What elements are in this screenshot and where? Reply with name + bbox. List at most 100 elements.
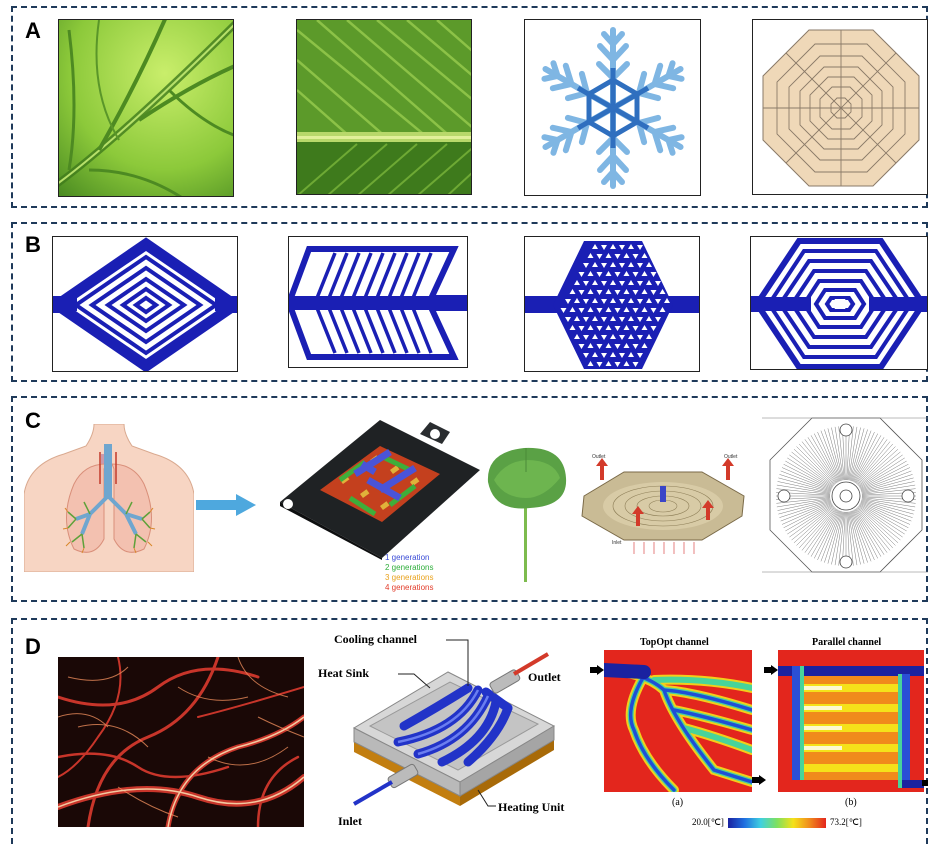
topopt-title: TopOpt channel bbox=[640, 637, 709, 648]
radial-channel-line bbox=[851, 510, 872, 562]
radial-channel-line bbox=[791, 451, 834, 487]
parallel-title: Parallel channel bbox=[812, 637, 882, 648]
inlet-label: Inlet bbox=[612, 540, 622, 546]
lattice-hole bbox=[637, 245, 643, 250]
lattice-hole bbox=[596, 362, 603, 367]
lattice-hole bbox=[565, 299, 571, 304]
lattice-hole bbox=[565, 317, 571, 322]
lattice-hole bbox=[592, 316, 598, 321]
lattice-hole bbox=[632, 290, 639, 295]
radial-channel-line bbox=[791, 505, 834, 541]
lattice-hole bbox=[628, 352, 634, 357]
radial-channel-line bbox=[858, 505, 903, 538]
lattice-hole bbox=[569, 325, 576, 330]
radial-channel-line bbox=[847, 511, 854, 566]
topopt-temperature-map bbox=[604, 650, 752, 792]
lattice-hole bbox=[592, 298, 598, 303]
radial-channel-line bbox=[834, 426, 844, 481]
lattice-hole bbox=[596, 254, 603, 259]
panel-c: C bbox=[11, 396, 928, 602]
lattice-hole bbox=[646, 298, 652, 303]
lattice-hole bbox=[637, 299, 643, 304]
cooling-channel-label: Cooling channel bbox=[334, 632, 418, 646]
banana-leaf-photo bbox=[296, 19, 472, 195]
lattice-hole bbox=[628, 262, 634, 267]
lattice-hole bbox=[569, 289, 576, 294]
radial-channel-line bbox=[860, 503, 909, 528]
legend-item-2: 2 generations bbox=[385, 563, 434, 572]
radial-channel-line bbox=[855, 439, 888, 484]
radial-channel-line bbox=[861, 481, 915, 493]
radial-channel-line bbox=[817, 510, 840, 561]
lattice-hole bbox=[637, 317, 643, 322]
radial-channel-line bbox=[861, 488, 916, 495]
radial-channel-line bbox=[849, 511, 865, 564]
radial-channel-line bbox=[814, 433, 839, 482]
lattice-hole bbox=[623, 307, 630, 312]
hexagonal-lattice-channel-design bbox=[524, 236, 700, 372]
lattice-hole bbox=[574, 334, 580, 339]
lattice-hole bbox=[587, 343, 594, 348]
caption-b: (b) bbox=[845, 797, 857, 808]
radial-channel-line bbox=[852, 431, 875, 482]
radial-channel-line bbox=[824, 429, 842, 481]
radial-channel-line bbox=[861, 497, 916, 504]
radial-channel-line bbox=[787, 504, 833, 535]
outlet-label-b: Outlet bbox=[724, 454, 738, 460]
lattice-hole bbox=[632, 272, 639, 277]
radial-channel-line bbox=[796, 507, 835, 546]
heating-unit-label: Heating Unit bbox=[498, 800, 565, 814]
lattice-hole bbox=[605, 307, 612, 312]
lotus-leaf-photo bbox=[484, 442, 568, 582]
lattice-hole bbox=[659, 289, 666, 294]
lattice-hole bbox=[646, 316, 652, 321]
radial-channel-line bbox=[854, 509, 885, 555]
lattice-hole bbox=[628, 298, 634, 303]
radial-channel-line bbox=[861, 498, 916, 508]
radial-channel-line bbox=[858, 454, 903, 487]
radial-channel-line bbox=[853, 509, 882, 557]
lattice-hole bbox=[596, 326, 603, 331]
lattice-hole bbox=[623, 343, 630, 348]
lattice-hole bbox=[650, 326, 657, 331]
radial-channel-line bbox=[838, 511, 845, 566]
lattice-hole bbox=[650, 308, 657, 313]
lattice-hole bbox=[601, 245, 607, 250]
lattice-hole bbox=[592, 334, 598, 339]
lattice-hole bbox=[587, 253, 594, 258]
radial-channel-line bbox=[860, 464, 909, 489]
lattice-hole bbox=[619, 263, 625, 268]
radial-channel-line bbox=[777, 481, 831, 493]
radial-channel-line bbox=[781, 467, 832, 490]
radial-channel-line bbox=[856, 443, 893, 485]
lattice-hole bbox=[583, 281, 589, 286]
radial-channel-line bbox=[849, 428, 865, 481]
lattice-hole bbox=[614, 290, 621, 295]
inlet-label: Inlet bbox=[338, 814, 362, 828]
radial-channel-line bbox=[796, 446, 835, 485]
radial-channel-line bbox=[849, 511, 861, 565]
lattice-hole bbox=[583, 353, 589, 358]
lattice-hole bbox=[596, 272, 603, 277]
legend-item-3: 3 generations bbox=[385, 573, 434, 582]
panel-label-c: C bbox=[25, 408, 41, 433]
radial-channel-line bbox=[850, 511, 868, 563]
legend-item-1: 1 generation bbox=[385, 553, 430, 562]
radial-channel-line bbox=[799, 507, 836, 549]
radial-channel-line bbox=[777, 499, 831, 511]
lattice-hole bbox=[583, 335, 589, 340]
panel-label-b: B bbox=[25, 232, 41, 257]
lattice-hole bbox=[601, 353, 607, 358]
lattice-hole bbox=[628, 280, 634, 285]
lattice-hole bbox=[592, 352, 598, 357]
radial-channel-line bbox=[857, 507, 896, 546]
outlet-arrow-left-icon bbox=[752, 775, 766, 785]
lattice-hole bbox=[641, 289, 648, 294]
lattice-hole bbox=[619, 353, 625, 358]
radial-channel-line bbox=[854, 437, 885, 483]
leaf-veins-photo bbox=[58, 19, 234, 197]
lattice-hole bbox=[583, 317, 589, 322]
inlet-arrow-left-icon bbox=[590, 665, 604, 675]
chevron-channel-design bbox=[288, 236, 468, 368]
lattice-hole bbox=[650, 272, 657, 277]
